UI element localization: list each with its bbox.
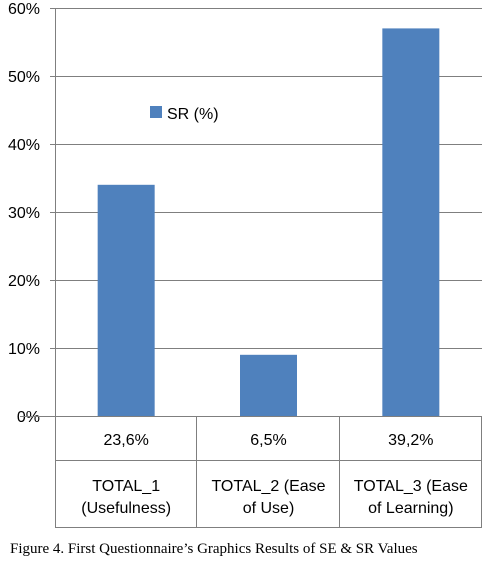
category-label: of Learning) [368,500,453,517]
table-value: 6,5% [250,432,286,449]
table-value: 39,2% [388,432,433,449]
bar [240,354,297,416]
y-tick-label: 30% [8,205,40,222]
legend: SR (%) [150,106,219,123]
bar-chart: 0% 10% 20% 30% 40% 50% 60% 23,6% 6,5% 39,2% TOTAL… [8,1,482,528]
bar [382,28,440,417]
legend-label: SR (%) [167,106,219,123]
category-label: TOTAL_3 (Ease [354,478,468,495]
data-table: 23,6% 6,5% 39,2% TOTAL_1 (Usefulness) TOTAL_2… [20,416,482,528]
y-tick-label: 60% [8,1,40,18]
category-label: TOTAL_2 (Ease [211,478,325,495]
y-tick-label: 40% [8,137,40,154]
legend-swatch [150,106,162,118]
y-tick-label: 10% [8,341,40,358]
y-tick-label: 20% [8,273,40,290]
bar [97,184,155,416]
bars [97,28,440,417]
category-label: of Use) [243,500,295,517]
category-label: (Usefulness) [81,500,171,517]
y-tick-label: 0% [17,409,40,426]
y-tick-label: 50% [8,69,40,86]
table-value: 23,6% [103,432,148,449]
category-label: TOTAL_1 [92,478,160,495]
y-axis-ticks: 0% 10% 20% 30% 40% 50% 60% [8,1,55,426]
figure-caption: Figure 4. First Questionnaire’s Graphics… [10,541,418,557]
